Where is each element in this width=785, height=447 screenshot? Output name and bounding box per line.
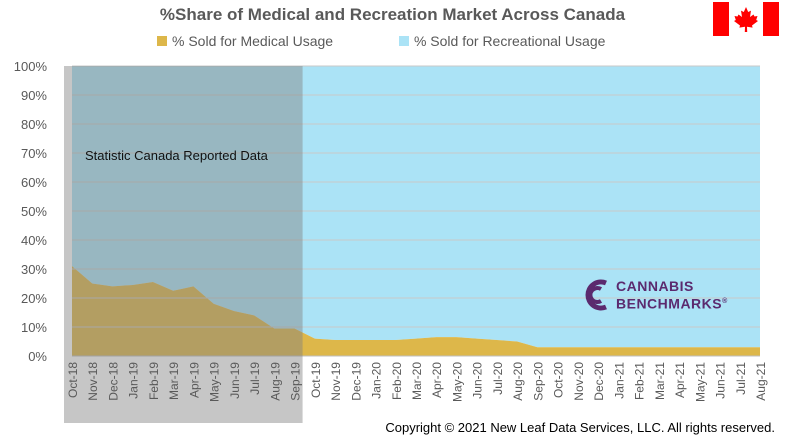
legend-item-recreational: % Sold for Recreational Usage (398, 33, 606, 49)
x-tick-label: Feb-19 (147, 362, 161, 400)
x-tick-label: Mar-19 (167, 362, 181, 400)
copyright-notice: Copyright © 2021 New Leaf Data Services,… (385, 420, 775, 435)
x-tick-label: Sep-19 (289, 362, 303, 401)
x-tick-label: Aug-21 (754, 362, 768, 401)
y-tick-label: 90% (21, 88, 47, 103)
x-tick-label: Jul-21 (734, 362, 748, 395)
x-tick-label: Feb-20 (390, 362, 404, 400)
legend-swatch-medical (157, 36, 167, 46)
logo-text: CANNABIS BENCHMARKS® (616, 277, 728, 312)
cannabis-benchmarks-logo: CANNABIS BENCHMARKS® (582, 277, 728, 313)
x-tick-label: Sep-20 (531, 362, 545, 401)
x-tick-label: Oct-18 (66, 362, 80, 398)
y-tick-label: 40% (21, 233, 47, 248)
canada-flag-icon (713, 2, 779, 36)
x-tick-label: Oct-20 (552, 362, 566, 398)
shaded-region: Statistic Canada Reported Data (64, 66, 303, 423)
x-tick-label: Jul-20 (491, 362, 505, 395)
x-tick-label: Mar-20 (410, 362, 424, 400)
x-tick-label: Jan-19 (127, 362, 141, 399)
shaded-region-label: Statistic Canada Reported Data (85, 148, 269, 163)
x-tick-label: Aug-19 (268, 362, 282, 401)
legend-item-medical: % Sold for Medical Usage (157, 33, 333, 49)
x-axis-ticks: Oct-18 Nov-18 Dec-18 Jan-19 Feb-19 Mar-19 Apr-… (66, 362, 768, 402)
x-tick-label: Nov-18 (86, 362, 100, 401)
x-tick-label: Dec-18 (106, 362, 120, 401)
x-tick-label: Dec-20 (592, 362, 606, 401)
x-tick-label: Jun-21 (714, 362, 728, 399)
legend-label-recreational: % Sold for Recreational Usage (413, 33, 606, 49)
logo-line2: BENCHMARKS (616, 295, 723, 312)
x-tick-label: Oct-19 (309, 362, 323, 398)
legend-swatch-recreational (398, 36, 409, 46)
y-tick-label: 50% (21, 204, 47, 219)
x-tick-label: Apr-21 (673, 362, 687, 398)
x-tick-label: Apr-20 (430, 362, 444, 398)
x-tick-label: Jun-20 (471, 362, 485, 399)
x-tick-label: May-20 (450, 362, 464, 402)
x-tick-label: May-19 (208, 362, 222, 402)
area-recreational (72, 66, 760, 348)
y-tick-label: 10% (21, 320, 47, 335)
legend: % Sold for Medical Usage % Sold for Recr… (157, 33, 667, 49)
area-series (72, 66, 760, 356)
x-tick-label: Feb-21 (633, 362, 647, 400)
x-tick-label: Nov-19 (329, 362, 343, 401)
shaded-region-rect (64, 66, 303, 423)
grid-lines (72, 65, 760, 357)
legend-label-medical: % Sold for Medical Usage (172, 33, 334, 49)
x-tick-label: Mar-21 (653, 362, 667, 400)
y-tick-label: 70% (21, 146, 47, 161)
x-tick-label: Apr-19 (187, 362, 201, 398)
x-tick-label: May-21 (693, 362, 707, 402)
y-axis-ticks: 0% 10% 20% 30% 40% 50% 60% 70% 80% 90% 100% (14, 59, 48, 364)
x-tick-label: Jul-19 (248, 362, 262, 395)
x-tick-label: Jun-19 (228, 362, 242, 399)
x-tick-label: Jan-20 (370, 362, 384, 399)
y-tick-label: 80% (21, 117, 47, 132)
logo-registered: ® (722, 297, 728, 305)
y-tick-label: 20% (21, 291, 47, 306)
x-tick-label: Aug-20 (511, 362, 525, 401)
chart-title: %Share of Medical and Recreation Market … (159, 5, 626, 24)
y-tick-label: 30% (21, 262, 47, 277)
x-tick-label: Jan-21 (612, 362, 626, 399)
logo-line1: CANNABIS (616, 277, 694, 294)
y-tick-label: 60% (21, 175, 47, 190)
x-tick-label: Dec-19 (349, 362, 363, 401)
x-tick-label: Nov-20 (572, 362, 586, 401)
area-medical (72, 266, 760, 356)
y-tick-label: 0% (28, 349, 47, 364)
y-tick-label: 100% (14, 59, 48, 74)
cannabis-benchmarks-logo-icon (585, 279, 607, 311)
